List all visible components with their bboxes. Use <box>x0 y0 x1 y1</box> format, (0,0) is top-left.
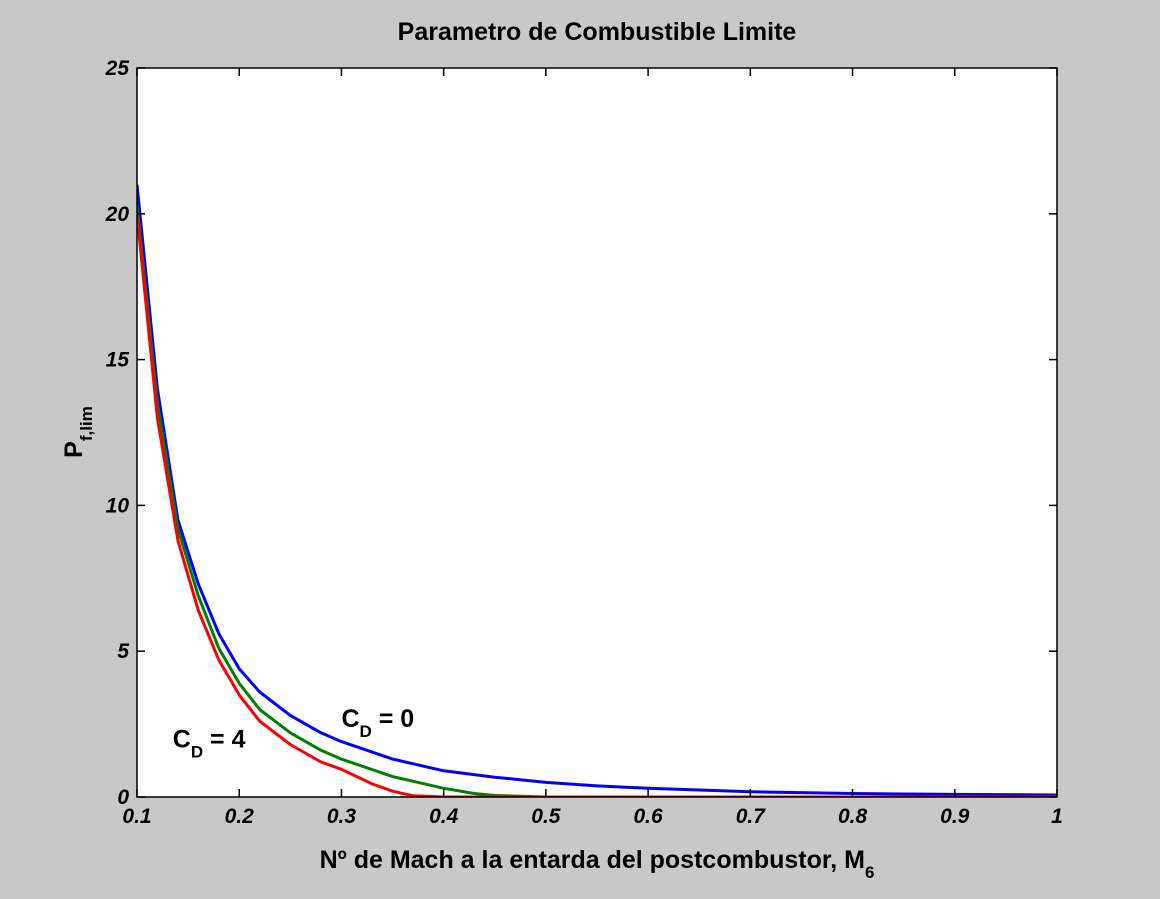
x-tick-label: 0.3 <box>327 805 357 828</box>
x-tick-label: 0.5 <box>531 805 561 828</box>
x-axis-label: Nº de Mach a la entarda del postcombusto… <box>320 846 875 882</box>
y-tick-label: 15 <box>106 349 130 372</box>
x-axis-label-sub: 6 <box>865 863 874 882</box>
x-tick-label: 0.9 <box>940 805 970 828</box>
y-tick-label: 0 <box>117 786 129 809</box>
series-line-0 <box>137 184 1057 797</box>
y-axis-label-sub: f,lim <box>77 406 96 441</box>
x-tick-label: 0.6 <box>634 805 664 828</box>
series-group <box>137 184 1057 797</box>
annotation-0: CD = 0 <box>341 705 414 741</box>
x-tick-label: 0.7 <box>736 805 767 828</box>
series-line-1 <box>137 204 1057 797</box>
annotations: CD = 0 CD = 4 <box>173 705 414 761</box>
x-tick-label: 0.1 <box>122 805 151 828</box>
series-line-2 <box>137 213 1057 797</box>
y-axis-label-main: P <box>60 441 88 458</box>
x-axis-label-main: Nº de Mach a la entarda del postcombusto… <box>320 846 865 874</box>
y-tick-label: 5 <box>117 640 129 663</box>
y-tick-label: 25 <box>105 57 130 80</box>
y-tick-label: 20 <box>105 203 130 226</box>
x-tick-label: 0.8 <box>838 805 868 828</box>
plot-frame <box>136 67 1058 798</box>
x-tick-label: 0.2 <box>225 805 255 828</box>
plot-area <box>137 68 1057 797</box>
annotation-1: CD = 4 <box>173 725 246 761</box>
x-tick-labels: 0.1 0.2 0.3 0.4 0.5 0.6 0.7 0.8 0.9 1 <box>122 805 1062 828</box>
y-tick-label: 10 <box>106 494 130 517</box>
y-axis-label: Pf,lim <box>60 406 96 458</box>
y-tick-labels: 0 5 10 15 20 25 <box>105 57 130 809</box>
chart-title: Parametro de Combustible Limite <box>398 18 797 46</box>
x-tick-label: 0.4 <box>429 805 459 828</box>
x-tick-label: 1 <box>1051 805 1063 828</box>
